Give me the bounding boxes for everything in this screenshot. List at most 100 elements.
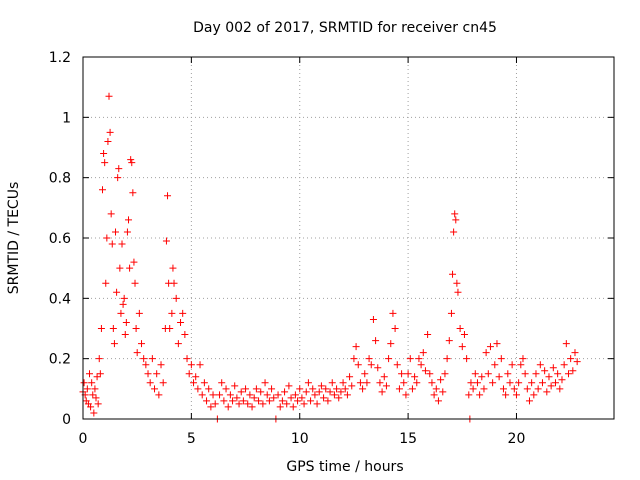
data-point (404, 370, 412, 378)
data-point (426, 370, 434, 378)
data-point (126, 264, 134, 272)
data-point (190, 379, 198, 387)
data-point (183, 355, 191, 363)
data-point (222, 385, 230, 393)
data-point (257, 388, 265, 396)
data-point (330, 391, 338, 399)
data-point (91, 385, 99, 393)
data-point (497, 355, 505, 363)
data-point (89, 391, 97, 399)
data-point (109, 325, 117, 332)
points-layer (79, 92, 581, 423)
data-point (276, 403, 284, 411)
data-point (140, 355, 148, 363)
data-point (569, 367, 577, 375)
data-point (231, 382, 239, 390)
data-point (205, 385, 213, 393)
data-point (263, 391, 271, 399)
data-point (185, 370, 193, 378)
data-point (350, 355, 358, 363)
data-point (106, 128, 114, 136)
data-point (110, 340, 118, 348)
data-point (465, 391, 473, 399)
x-tick-label: 5 (187, 431, 196, 447)
data-point (562, 340, 570, 348)
x-tick-labels: 0 5 10 15 20 (79, 431, 526, 447)
data-point (283, 400, 291, 408)
data-point (309, 385, 317, 393)
data-point (432, 385, 440, 393)
data-point (451, 210, 459, 218)
data-point (467, 379, 475, 387)
data-point (162, 237, 170, 245)
data-point (96, 370, 104, 378)
data-point (328, 379, 336, 387)
data-point (564, 370, 572, 378)
data-point (517, 361, 525, 369)
data-point (95, 355, 103, 363)
data-point (458, 343, 466, 351)
x-tick-label: 10 (291, 431, 309, 447)
data-point (252, 385, 260, 393)
data-point (107, 210, 115, 218)
data-point (224, 403, 232, 411)
data-point (242, 385, 250, 393)
data-point (320, 394, 328, 402)
data-point (515, 379, 523, 387)
y-tick-label: 0.4 (49, 291, 71, 307)
data-point (400, 379, 408, 387)
data-point (177, 318, 185, 326)
data-point (402, 391, 410, 399)
chart-title: Day 002 of 2017, SRMTID for receiver cn4… (193, 20, 497, 36)
data-point (543, 388, 551, 396)
data-point (398, 370, 406, 378)
data-point (97, 325, 105, 332)
data-point (532, 370, 540, 378)
data-point (463, 355, 471, 363)
data-point (101, 159, 109, 167)
data-point (285, 382, 293, 390)
data-point (439, 388, 447, 396)
data-point (519, 355, 527, 363)
data-point (547, 382, 555, 390)
data-point (534, 385, 542, 393)
y-tick-label: 1 (62, 110, 71, 126)
data-point (118, 240, 126, 248)
data-point (372, 337, 380, 345)
data-point (198, 391, 206, 399)
data-point (112, 228, 120, 236)
data-point (170, 279, 178, 287)
data-point (478, 373, 486, 381)
data-point (523, 385, 531, 393)
data-point (194, 385, 202, 393)
data-point (521, 370, 529, 378)
data-point (237, 388, 245, 396)
data-point (424, 331, 432, 339)
data-point (356, 379, 364, 387)
data-point (508, 361, 516, 369)
data-point (135, 309, 143, 317)
data-point (374, 364, 382, 372)
y-axis-label: SRMTID / TECUs (6, 182, 22, 295)
data-point (549, 364, 557, 372)
data-point (382, 382, 390, 390)
data-point (369, 315, 377, 323)
data-point (294, 397, 302, 405)
data-point (341, 385, 349, 393)
data-point (229, 397, 237, 405)
data-point (114, 174, 122, 182)
data-point (125, 216, 133, 224)
data-point (146, 379, 154, 387)
data-point (278, 397, 286, 405)
data-point (116, 264, 124, 272)
data-point (100, 150, 108, 158)
data-point (119, 300, 127, 308)
data-point (348, 382, 356, 390)
data-point (259, 400, 267, 408)
data-point (445, 337, 453, 345)
data-point (187, 361, 195, 369)
data-point (129, 189, 137, 197)
data-point (430, 391, 438, 399)
data-point (558, 376, 566, 384)
data-point (300, 400, 308, 408)
